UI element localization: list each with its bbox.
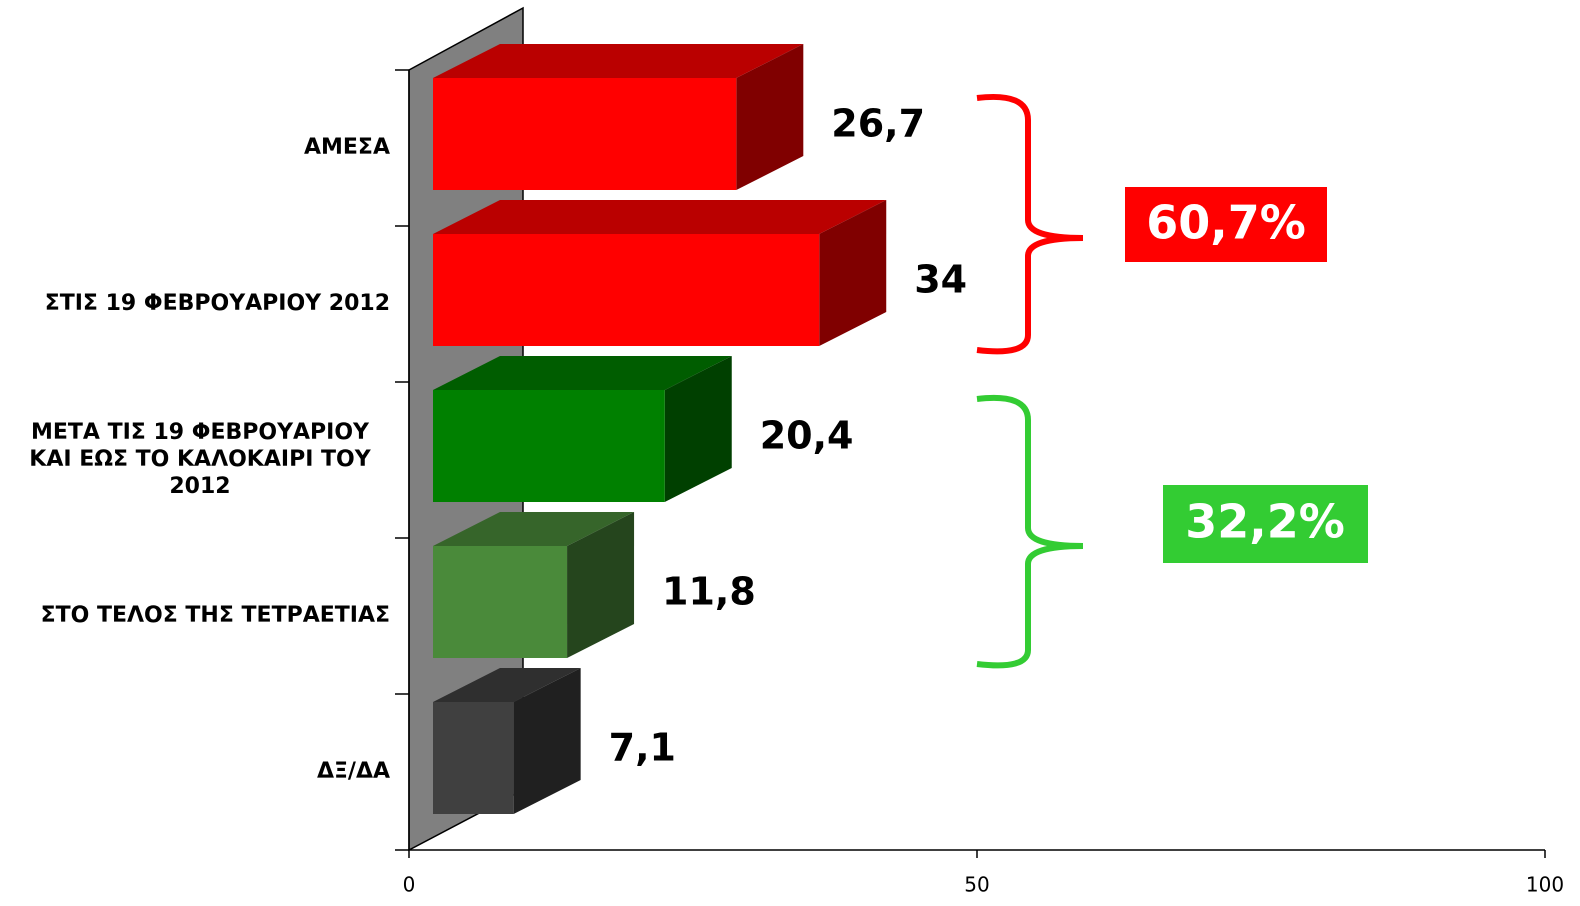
bar-top [433,356,732,390]
bar-front [433,546,568,658]
annotation-box [1163,485,1368,563]
annotation-box [1125,187,1327,262]
bar-top [433,668,581,702]
bar-side [513,668,581,814]
bar-front [433,702,514,814]
y-axis-ticks [395,69,409,851]
bar [433,200,887,346]
y-tick-label: ΣΤΟ ΤΕΛΟΣ ΤΗΣ ΤΕΤΡΑΕΤΙΑΣ [41,603,390,628]
x-tick-label: 0 [403,873,416,897]
bar [433,44,804,190]
value-label: 34 [914,258,967,302]
bar [433,512,635,658]
x-tick-label: 50 [964,873,989,897]
bar [433,668,581,814]
y-tick-label: ΔΞ/ΔΑ [317,759,390,784]
bar-top [433,44,804,78]
bar-front [433,234,820,346]
bar-side [567,512,635,658]
bar-side [819,200,887,346]
bar-top [433,200,887,234]
bar [433,356,732,502]
brace [976,394,1084,669]
value-label: 7,1 [609,726,676,770]
bar-side [736,44,804,190]
y-tick-label: ΑΜΕΣΑ [304,135,390,160]
bar-front [433,390,665,502]
y-tick-label: ΣΤΙΣ 19 ΦΕΒΡΟΥΑΡΙΟΥ 2012 [45,291,390,316]
bar-top [433,512,635,546]
annotation: 32,2% [1185,495,1345,549]
value-label: 26,7 [831,102,925,146]
bar-front [433,78,737,190]
x-tick-label: 100 [1526,873,1564,897]
y-tick-label: ΜΕΤΑ ΤΙΣ 19 ΦΕΒΡΟΥΑΡΙΟΥ ΚΑΙ ΕΩΣ ΤΟ ΚΑΛΟΚΑ… [29,420,371,499]
brace [976,94,1084,355]
annotation: 60,7% [1146,196,1306,250]
bar-side [664,356,732,502]
value-label: 11,8 [662,570,756,614]
value-label: 20,4 [760,414,854,458]
